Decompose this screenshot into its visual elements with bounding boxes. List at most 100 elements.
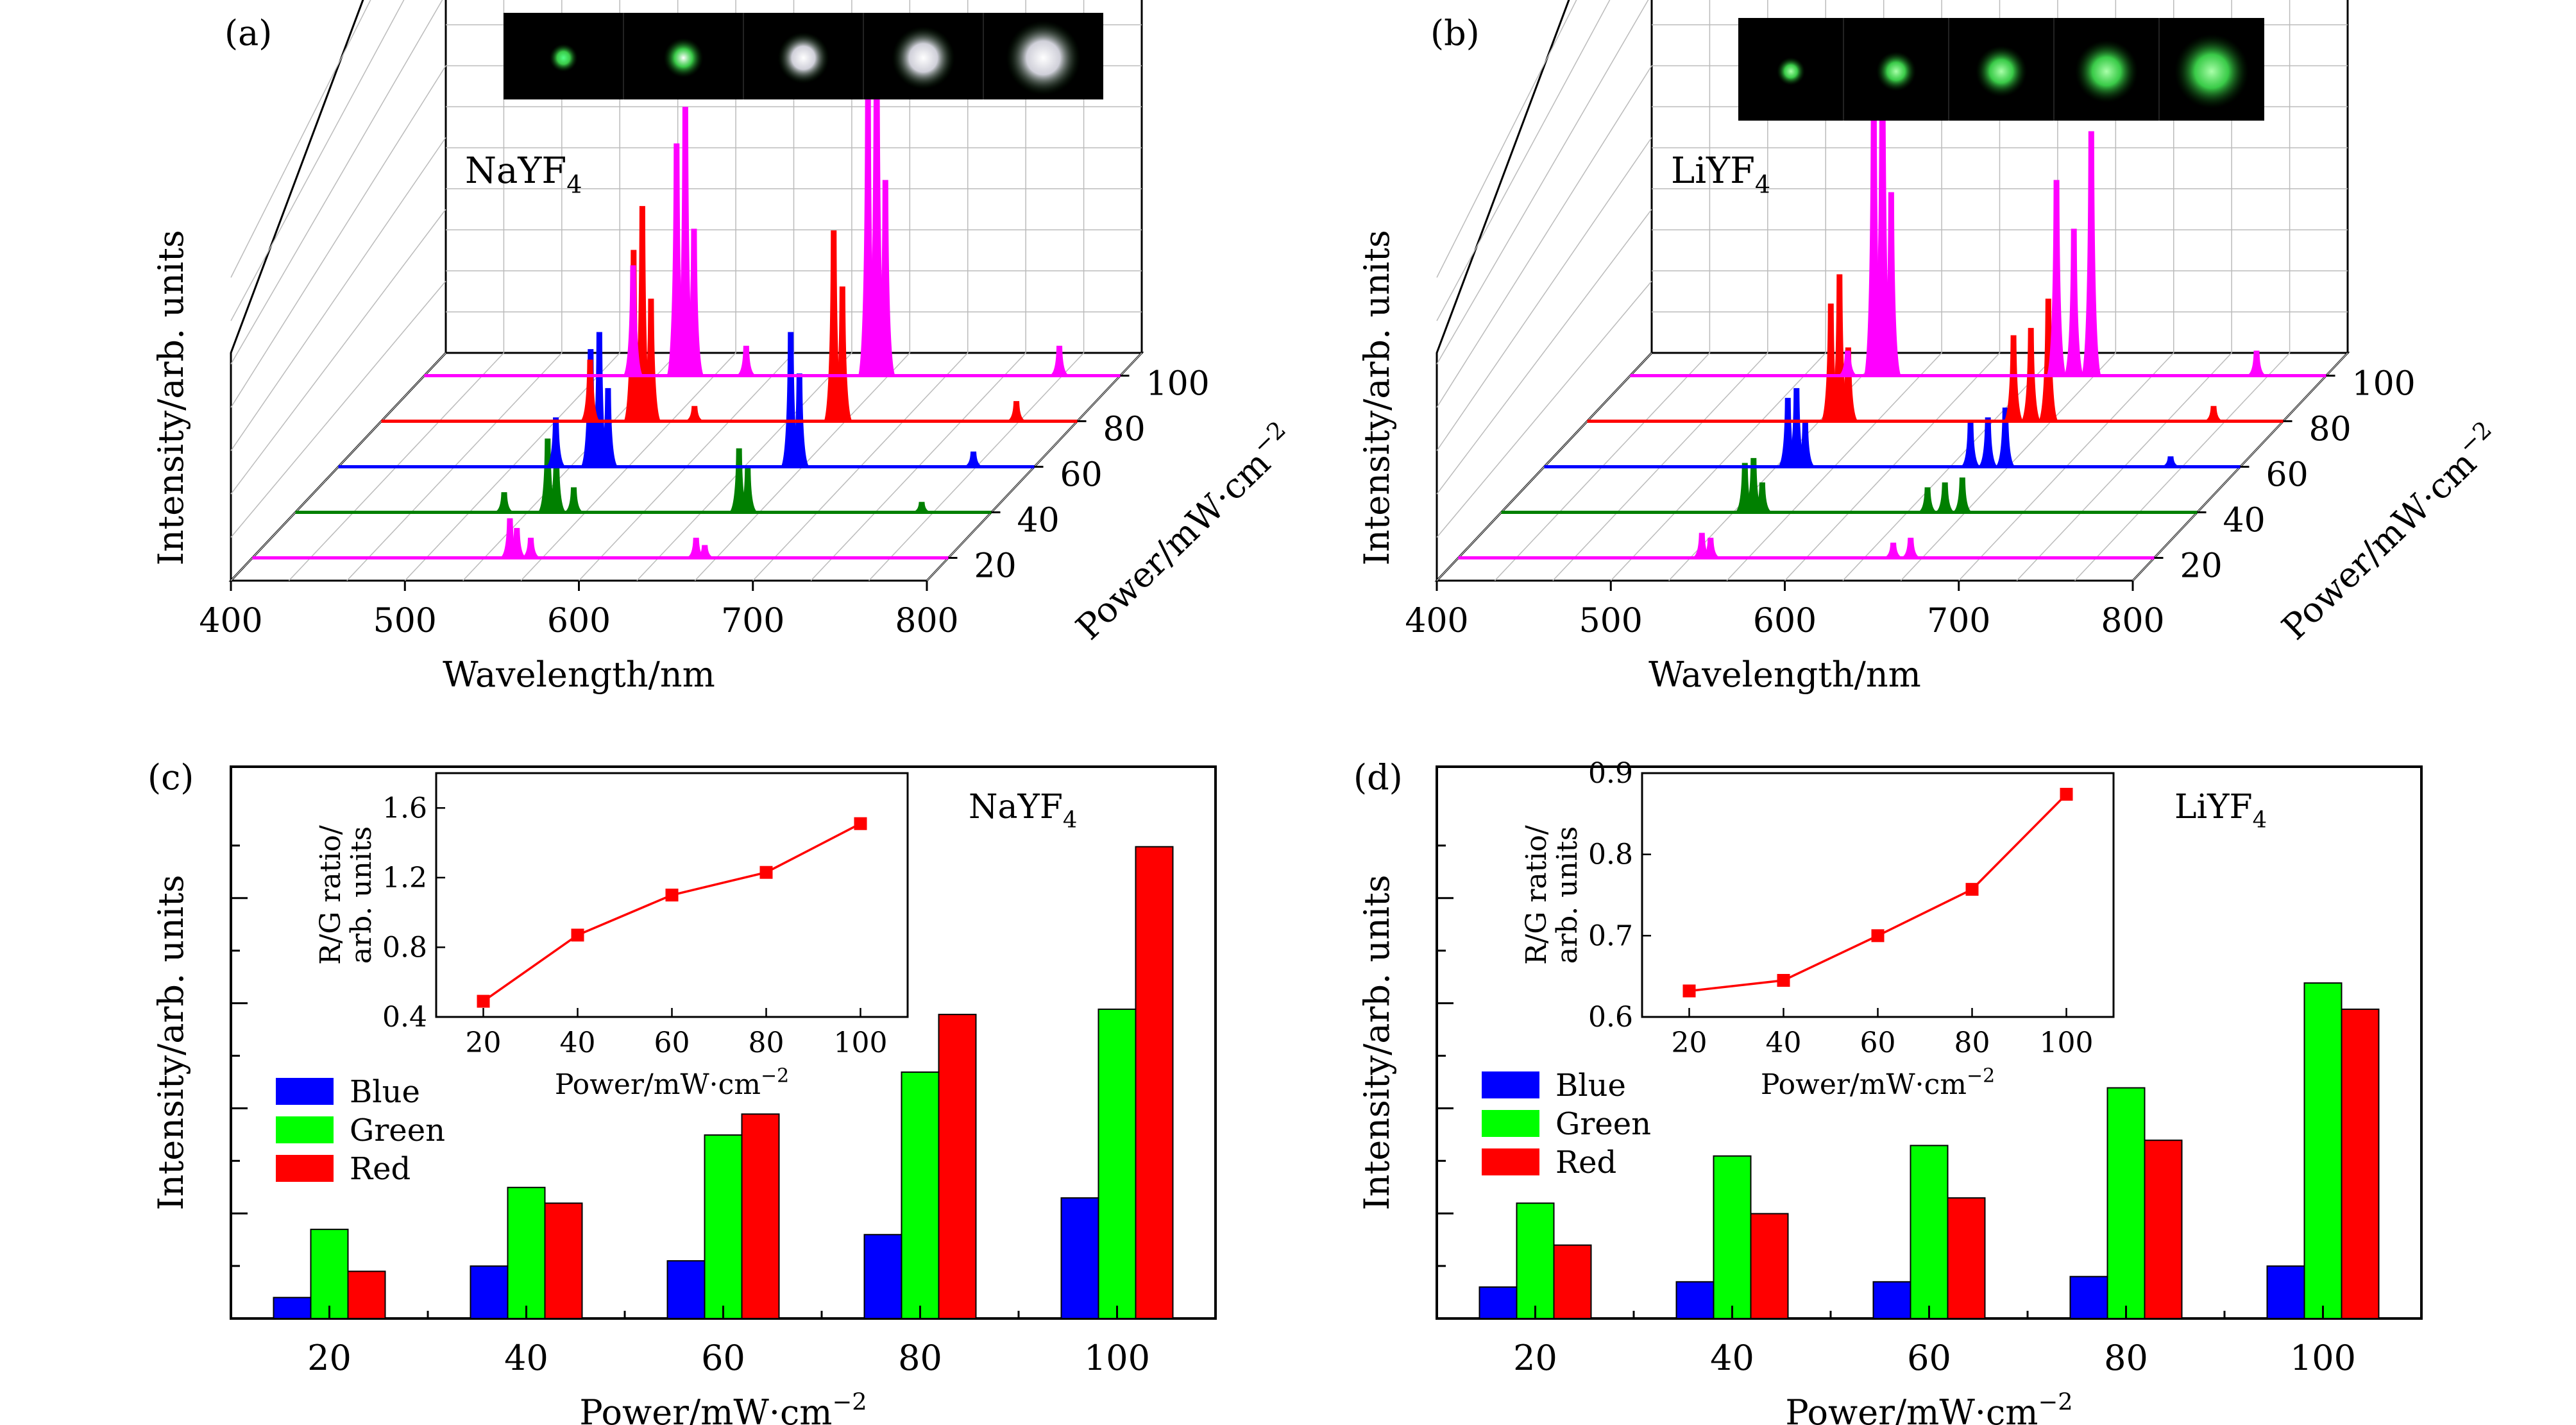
x-tick-label: 700	[721, 602, 784, 640]
spectrum-peak	[597, 388, 619, 468]
inset-y-axis-label: R/G ratio/	[314, 825, 347, 965]
grid-line	[1436, 209, 1652, 495]
z-axis-label: Power/mW·cm−2	[2271, 416, 2509, 648]
emission-spot	[892, 26, 955, 90]
spectrum-peak	[1794, 422, 1817, 468]
spectrum-peak	[1881, 192, 1901, 377]
bar-blue-60	[1872, 1281, 1911, 1320]
photo-strip-a	[504, 13, 1103, 99]
y-axis-label: Intensity/arb. units	[1357, 230, 1397, 565]
inset-y-tick-label: 0.8	[1588, 839, 1633, 871]
bar-blue-40	[470, 1265, 509, 1320]
x-tick-label: 400	[1405, 602, 1468, 640]
grid-line	[230, 0, 405, 321]
grid-line	[230, 0, 443, 364]
inset-point	[477, 994, 490, 1008]
x-tick-label: 60	[701, 1338, 745, 1378]
inset-x-tick-label: 100	[2040, 1027, 2094, 1059]
material-label: LiYF4	[1671, 150, 1770, 199]
spectrum-peak	[521, 538, 540, 559]
spectrum-peak	[1752, 482, 1772, 513]
bar-blue-20	[1479, 1286, 1518, 1319]
x-tick-label: 40	[504, 1338, 548, 1378]
inset-point	[2060, 787, 2073, 801]
x-tick-label: 80	[898, 1338, 942, 1378]
spectrum-peak	[2081, 131, 2101, 377]
x-tick-label: 600	[547, 602, 611, 640]
spectrum-peak	[1838, 350, 1858, 377]
inset-y-tick-label: 0.6	[1588, 1001, 1633, 1034]
grid-line	[1436, 280, 1652, 538]
panel-label: (c)	[148, 757, 194, 798]
inset-point	[571, 928, 584, 942]
bar-red-80	[2144, 1139, 2183, 1319]
legend-label-red: Red	[350, 1151, 411, 1187]
inset-x-tick-label: 60	[654, 1027, 690, 1059]
spectrum-peak	[2063, 228, 2084, 377]
inset-y-tick-label: 1.6	[382, 792, 427, 824]
bar-green-40	[507, 1186, 546, 1319]
spectrum-peak	[736, 468, 759, 513]
x-axis-label: Power/mW·cm−2	[579, 1388, 867, 1425]
inset-point	[759, 866, 773, 879]
spectrum-panel-a: 400 500 600 700 800 Wavelength/nm Intensity/ar…	[151, 0, 1303, 695]
inset-point	[854, 817, 867, 830]
z-tick-label: 20	[2180, 547, 2223, 586]
legend-swatch-green	[276, 1116, 334, 1143]
spectrum-peak	[495, 492, 514, 513]
material-label: NaYF4	[969, 788, 1077, 833]
grid-line	[230, 209, 446, 495]
bar-red-60	[741, 1113, 780, 1319]
grid-line	[230, 0, 371, 278]
emission-spot	[2075, 40, 2138, 103]
material-label: NaYF4	[465, 150, 582, 199]
inset-point	[1965, 883, 1979, 896]
legend-swatch-green	[1482, 1110, 1539, 1137]
grid-line	[230, 65, 446, 408]
bar-green-20	[310, 1229, 349, 1319]
emission-spot	[2174, 34, 2249, 109]
inset-y-axis-label: arb. units	[345, 826, 378, 964]
y-axis-label: Intensity/arb. units	[151, 230, 191, 565]
panel-label: (a)	[225, 13, 272, 53]
bar-green-60	[704, 1134, 743, 1320]
inset-x-tick-label: 80	[1954, 1027, 1990, 1059]
left-wall	[230, 0, 447, 583]
x-tick-label: 20	[307, 1338, 352, 1378]
z-tick-label: 40	[1017, 502, 1060, 540]
y-axis-label: Intensity/arb. units	[151, 875, 191, 1210]
grid-line	[1436, 137, 1652, 451]
z-axis-label: Power/mW·cm−2	[1065, 416, 1303, 648]
legend-swatch-blue	[1482, 1071, 1539, 1098]
inset-chart: 20 40 60 80 100 0.6 0.7 0.8 0.9 Power/mW·cm−2 R/G …	[1520, 757, 2115, 1101]
legend-swatch-red	[276, 1155, 334, 1182]
bar-red-80	[938, 1014, 977, 1319]
spectrum-peak	[1959, 422, 1982, 468]
inset-point	[665, 889, 679, 901]
legend-label-blue: Blue	[350, 1074, 420, 1110]
spectrum-peak	[832, 286, 852, 422]
x-axis-label: Wavelength/nm	[443, 654, 715, 695]
bar-green-100	[2303, 982, 2343, 1319]
bar-green-20	[1516, 1202, 1555, 1320]
x-tick-label: 100	[2290, 1338, 2356, 1378]
x-tick-label: 60	[1907, 1338, 1951, 1378]
spectrum-peak	[545, 417, 567, 468]
spectrum-peak	[1838, 347, 1859, 422]
inset-chart: 20 40 60 80 100 0.4 0.8 1.2 1.6 Power/mW·cm−2 R/G …	[314, 772, 909, 1101]
legend-swatch-red	[1482, 1148, 1539, 1175]
inset-point	[1777, 974, 1790, 987]
panel-label: (d)	[1353, 757, 1403, 798]
z-tick-label: 80	[1103, 411, 1146, 449]
bar-blue-40	[1675, 1281, 1715, 1320]
inset-point	[1682, 984, 1696, 998]
spectrum-peak	[695, 545, 715, 559]
spectrum-peak	[1977, 417, 1999, 468]
x-axis-label: Power/mW·cm−2	[1785, 1388, 2072, 1425]
legend-label-green: Green	[1555, 1106, 1651, 1142]
bar-red-100	[2341, 1008, 2380, 1319]
inset-x-tick-label: 20	[466, 1027, 502, 1059]
inset-y-tick-label: 0.8	[382, 931, 427, 964]
spectrum-peak	[579, 359, 601, 422]
inset-x-tick-label: 100	[834, 1027, 888, 1059]
